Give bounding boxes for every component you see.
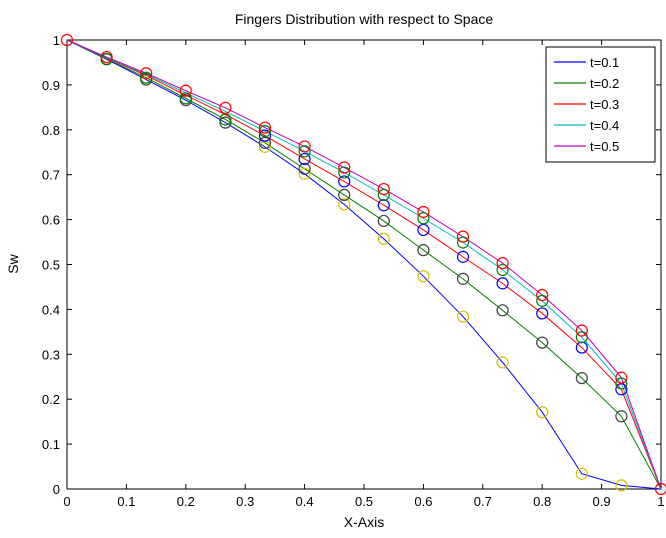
y-tick-label: 0.5 bbox=[42, 258, 60, 273]
x-tick-label: 1 bbox=[657, 494, 664, 509]
y-tick-label: 0.2 bbox=[42, 392, 60, 407]
legend-label: t=0.4 bbox=[590, 118, 619, 133]
y-tick-label: 0.8 bbox=[42, 123, 60, 138]
y-tick-label: 0.4 bbox=[42, 302, 60, 317]
y-tick-label: 0.9 bbox=[42, 78, 60, 93]
y-tick-label: 0 bbox=[53, 482, 60, 497]
legend-label: t=0.3 bbox=[590, 97, 619, 112]
x-tick-label: 0.9 bbox=[593, 494, 611, 509]
x-tick-label: 0 bbox=[63, 494, 70, 509]
x-tick-label: 0.4 bbox=[296, 494, 314, 509]
x-axis-label: X-Axis bbox=[344, 514, 384, 530]
legend-label: t=0.1 bbox=[590, 55, 619, 70]
x-tick-label: 0.1 bbox=[117, 494, 135, 509]
y-tick-label: 0.1 bbox=[42, 437, 60, 452]
x-tick-label: 0.7 bbox=[474, 494, 492, 509]
x-tick-label: 0.6 bbox=[414, 494, 432, 509]
legend-label: t=0.5 bbox=[590, 139, 619, 154]
chart-title: Fingers Distribution with respect to Spa… bbox=[235, 11, 494, 27]
legend-label: t=0.2 bbox=[590, 76, 619, 91]
y-tick-label: 0.6 bbox=[42, 213, 60, 228]
y-axis-label: Sw bbox=[5, 253, 21, 273]
x-tick-label: 0.2 bbox=[177, 494, 195, 509]
y-tick-label: 0.3 bbox=[42, 347, 60, 362]
y-tick-label: 0.7 bbox=[42, 168, 60, 183]
x-tick-label: 0.8 bbox=[533, 494, 551, 509]
x-tick-label: 0.5 bbox=[355, 494, 373, 509]
y-tick-label: 1 bbox=[53, 33, 60, 48]
legend: t=0.1 t=0.2 t=0.3 t=0.4 t=0.5 bbox=[546, 47, 655, 162]
x-tick-label: 0.3 bbox=[236, 494, 254, 509]
